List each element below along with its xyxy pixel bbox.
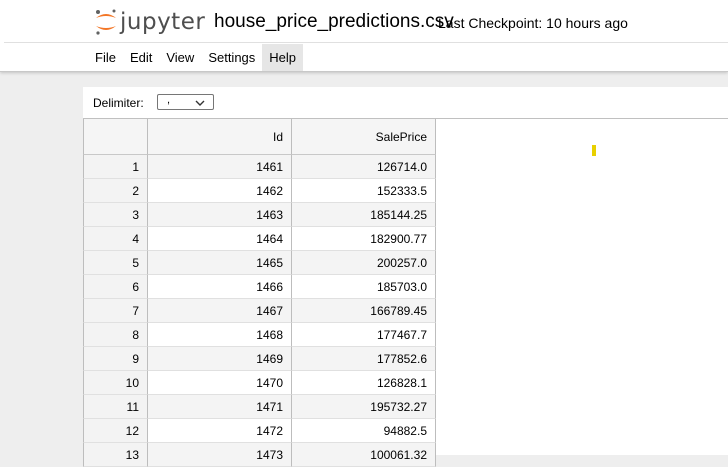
logo-text: jupyter bbox=[120, 9, 206, 35]
saleprice-cell[interactable]: 126828.1 bbox=[292, 371, 436, 395]
saleprice-cell[interactable]: 166789.45 bbox=[292, 299, 436, 323]
row-index-cell[interactable]: 13 bbox=[83, 443, 148, 467]
row-index-cell[interactable]: 5 bbox=[83, 251, 148, 275]
table-row[interactable]: 13 1473 100061.32 bbox=[83, 443, 436, 467]
delimiter-value: , bbox=[167, 94, 171, 106]
cursor-indicator bbox=[592, 145, 596, 156]
row-index-cell[interactable]: 1 bbox=[83, 155, 148, 179]
saleprice-cell[interactable]: 185703.0 bbox=[292, 275, 436, 299]
row-index-cell[interactable]: 7 bbox=[83, 299, 148, 323]
id-cell[interactable]: 1470 bbox=[148, 371, 292, 395]
header-divider bbox=[4, 42, 728, 43]
column-header-saleprice[interactable]: SalePrice bbox=[292, 119, 436, 155]
table-row[interactable]: 10 1470 126828.1 bbox=[83, 371, 436, 395]
menu-bar: File Edit View Settings Help bbox=[88, 44, 304, 71]
row-index-cell[interactable]: 8 bbox=[83, 323, 148, 347]
id-cell[interactable]: 1469 bbox=[148, 347, 292, 371]
id-cell[interactable]: 1466 bbox=[148, 275, 292, 299]
id-cell[interactable]: 1471 bbox=[148, 395, 292, 419]
row-index-cell[interactable]: 3 bbox=[83, 203, 148, 227]
id-cell[interactable]: 1473 bbox=[148, 443, 292, 467]
grid-header-row: Id SalePrice bbox=[83, 119, 436, 155]
menu-settings[interactable]: Settings bbox=[208, 50, 256, 65]
id-cell[interactable]: 1462 bbox=[148, 179, 292, 203]
id-cell[interactable]: 1467 bbox=[148, 299, 292, 323]
saleprice-cell[interactable]: 126714.0 bbox=[292, 155, 436, 179]
table-row[interactable]: 4 1464 182900.77 bbox=[83, 227, 436, 251]
row-index-cell[interactable]: 6 bbox=[83, 275, 148, 299]
delimiter-select[interactable]: , bbox=[157, 94, 214, 110]
header: jupyter house_price_predictions.csv Last… bbox=[0, 0, 728, 42]
file-title[interactable]: house_price_predictions.csv bbox=[214, 11, 454, 32]
table-row[interactable]: 7 1467 166789.45 bbox=[83, 299, 436, 323]
saleprice-cell[interactable]: 177852.6 bbox=[292, 347, 436, 371]
csv-toolbar: Delimiter: , bbox=[83, 87, 728, 119]
table-row[interactable]: 6 1466 185703.0 bbox=[83, 275, 436, 299]
id-cell[interactable]: 1465 bbox=[148, 251, 292, 275]
saleprice-cell[interactable]: 100061.32 bbox=[292, 443, 436, 467]
menu-view[interactable]: View bbox=[166, 50, 195, 65]
table-row[interactable]: 2 1462 152333.5 bbox=[83, 179, 436, 203]
table-row[interactable]: 3 1463 185144.25 bbox=[83, 203, 436, 227]
column-header-id[interactable]: Id bbox=[148, 119, 292, 155]
saleprice-cell[interactable]: 195732.27 bbox=[292, 395, 436, 419]
table-row[interactable]: 9 1469 177852.6 bbox=[83, 347, 436, 371]
menu-edit[interactable]: Edit bbox=[129, 50, 153, 65]
saleprice-cell[interactable]: 185144.25 bbox=[292, 203, 436, 227]
delimiter-label: Delimiter: bbox=[93, 96, 144, 110]
table-row[interactable]: 5 1465 200257.0 bbox=[83, 251, 436, 275]
row-index-cell[interactable]: 11 bbox=[83, 395, 148, 419]
table-row[interactable]: 8 1468 177467.7 bbox=[83, 323, 436, 347]
menu-help[interactable]: Help bbox=[262, 44, 304, 71]
table-row[interactable]: 11 1471 195732.27 bbox=[83, 395, 436, 419]
last-checkpoint: Last Checkpoint: 10 hours ago bbox=[438, 15, 628, 31]
saleprice-cell[interactable]: 152333.5 bbox=[292, 179, 436, 203]
column-header-index[interactable] bbox=[83, 119, 148, 155]
row-index-cell[interactable]: 10 bbox=[83, 371, 148, 395]
row-index-cell[interactable]: 9 bbox=[83, 347, 148, 371]
top-bar: jupyter house_price_predictions.csv Last… bbox=[0, 0, 728, 72]
data-grid[interactable]: Id SalePrice 1 1461 126714.0 2 1462 152333.5 3… bbox=[83, 119, 436, 467]
id-cell[interactable]: 1463 bbox=[148, 203, 292, 227]
id-cell[interactable]: 1464 bbox=[148, 227, 292, 251]
jupyter-logo-icon bbox=[96, 9, 116, 35]
csv-viewer-panel: Delimiter: , Id SalePrice 1 1461 126714.0 2… bbox=[83, 87, 728, 467]
saleprice-cell[interactable]: 182900.77 bbox=[292, 227, 436, 251]
saleprice-cell[interactable]: 94882.5 bbox=[292, 419, 436, 443]
table-row[interactable]: 12 1472 94882.5 bbox=[83, 419, 436, 443]
menu-file[interactable]: File bbox=[95, 50, 116, 65]
id-cell[interactable]: 1468 bbox=[148, 323, 292, 347]
id-cell[interactable]: 1472 bbox=[148, 419, 292, 443]
saleprice-cell[interactable]: 177467.7 bbox=[292, 323, 436, 347]
jupyter-logo[interactable]: jupyter bbox=[94, 8, 209, 36]
chevron-down-icon bbox=[195, 100, 205, 106]
saleprice-cell[interactable]: 200257.0 bbox=[292, 251, 436, 275]
row-index-cell[interactable]: 2 bbox=[83, 179, 148, 203]
row-index-cell[interactable]: 12 bbox=[83, 419, 148, 443]
table-row[interactable]: 1 1461 126714.0 bbox=[83, 155, 436, 179]
row-index-cell[interactable]: 4 bbox=[83, 227, 148, 251]
id-cell[interactable]: 1461 bbox=[148, 155, 292, 179]
